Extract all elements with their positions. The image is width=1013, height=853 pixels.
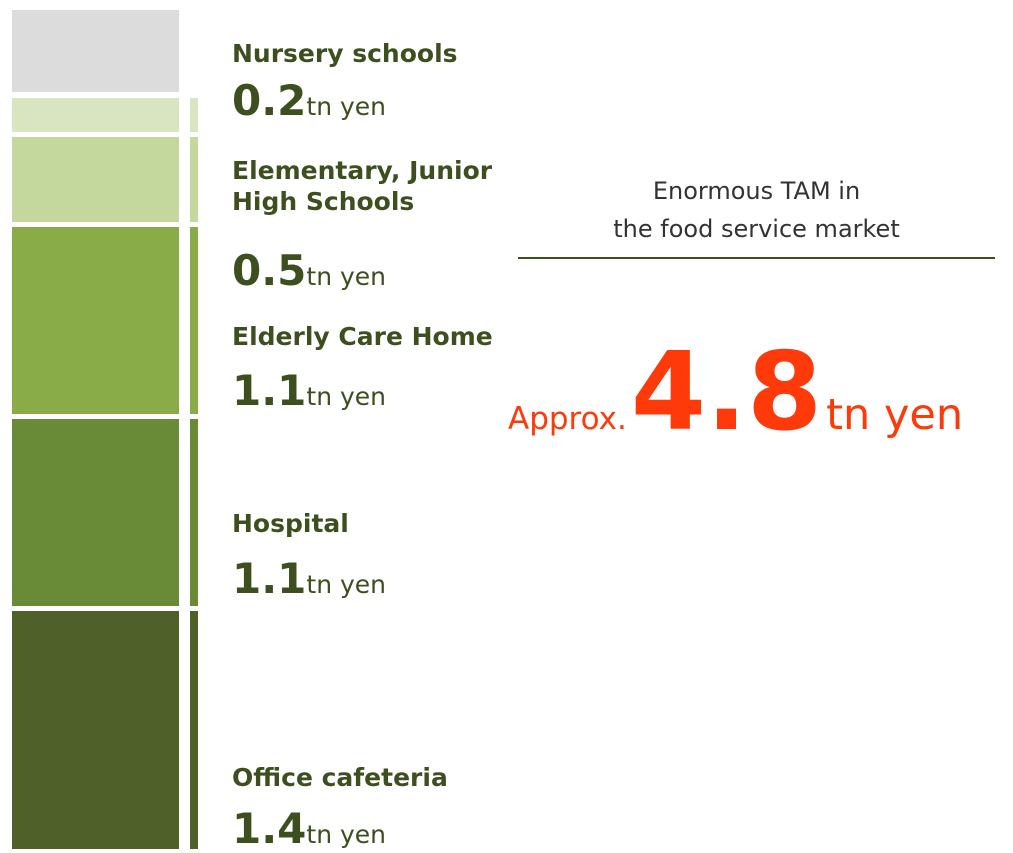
value-label: 0.5tn yen [232,246,386,295]
value-label: 0.2tn yen [232,76,386,125]
value-number: 1.4 [232,804,307,853]
annotation-line: Enormous TAM in [652,177,861,205]
value-number: 0.2 [232,76,307,125]
category-label: Elderly Care Home [232,322,493,351]
category-label: Office cafeteria [232,763,448,792]
category-label: Nursery schools [232,39,458,68]
category-label: Hospital [232,509,349,538]
value-label: 1.1tn yen [232,554,386,603]
segment-edge [190,98,198,132]
segment [12,611,179,849]
segment-edge [190,137,198,222]
annotation: Enormous TAM in the food service market [518,172,995,248]
total-value: 4.8 [630,330,823,455]
divider [518,257,995,259]
value-unit: tn yen [306,820,387,849]
total-unit: tn yen [826,390,964,440]
segment [12,227,179,414]
value-unit: tn yen [306,92,387,121]
value-unit: tn yen [306,382,387,411]
value-unit: tn yen [306,570,387,599]
total: Approx. 4.8 tn yen [508,330,963,455]
value-number: 0.5 [232,246,307,295]
value-number: 1.1 [232,554,307,603]
segment [12,98,179,132]
value-number: 1.1 [232,366,307,415]
unlabeled-segment [12,10,179,92]
segment-edge [190,227,198,414]
segment-edge [190,419,198,606]
segment [12,137,179,222]
segment [12,419,179,606]
category-label: Elementary, Junior High Schools [232,156,493,216]
value-unit: tn yen [306,262,387,291]
annotation-line: the food service market [613,215,900,243]
value-label: 1.1tn yen [232,366,386,415]
total-prefix: Approx. [508,401,627,437]
value-label: 1.4tn yen [232,804,386,853]
segment-edge [190,611,198,849]
